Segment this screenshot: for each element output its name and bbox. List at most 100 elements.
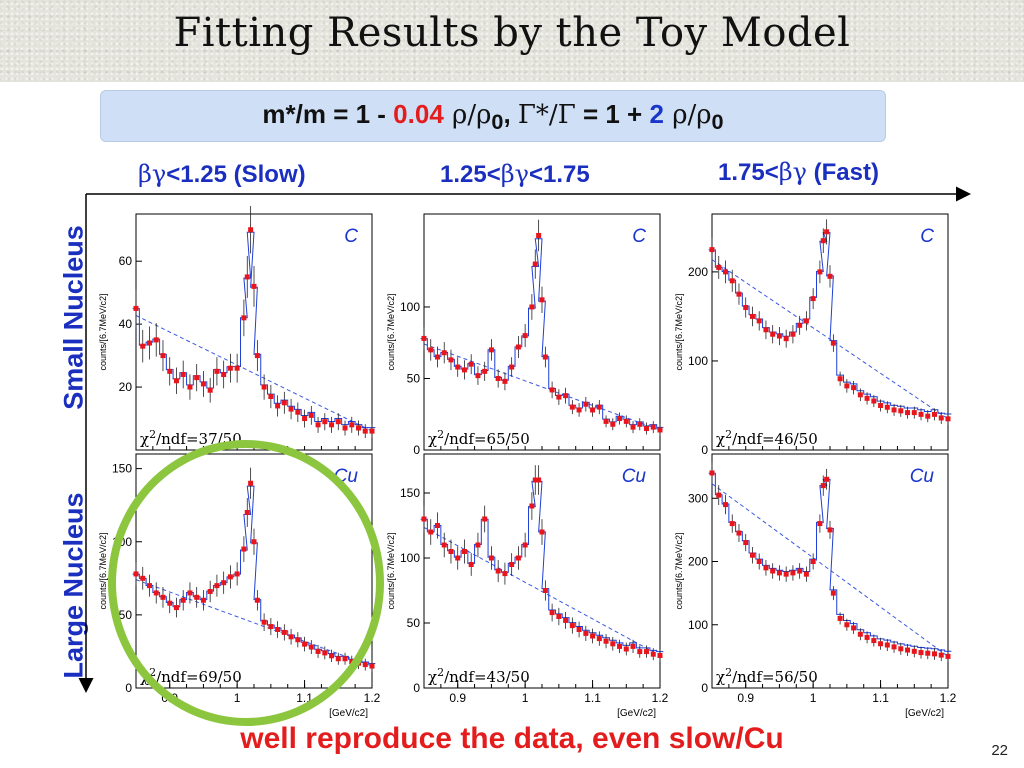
data-point — [295, 632, 301, 648]
data-point — [824, 468, 830, 490]
formula-width-ratio: Γ*/Γ — [517, 100, 576, 130]
data-point — [911, 406, 917, 419]
y-tick-label: 100 — [112, 535, 132, 549]
x-axis-unit: [GeV/c2] — [329, 708, 368, 719]
plot-frame — [423, 453, 661, 689]
data-point — [434, 512, 440, 539]
plot-panel-cu-medium: counts/[6.7MeV/c2] 0 50 100 150 0.9 1 1.1 1.2 [Ge… — [386, 453, 669, 719]
data-point — [522, 532, 528, 558]
formula-value-mass: 0.04 — [393, 99, 444, 129]
data-point — [428, 519, 434, 545]
data-point — [268, 618, 274, 636]
y-axis-label: counts/[6.7MeV/c2] — [674, 532, 684, 609]
y-tick-label: 200 — [688, 555, 708, 569]
y-tick-label: 0 — [125, 681, 132, 695]
formula: m*/m = 1 - 0.04 ρ/ρ0, Γ*/Γ = 1 + 2 ρ/ρ0 — [101, 99, 885, 135]
data-point — [830, 334, 836, 352]
data-point — [736, 283, 742, 305]
formula-sub-2: 0 — [711, 109, 724, 135]
data-point — [295, 402, 301, 423]
column-header-medium: 1.25<βγ<1.75 — [440, 160, 590, 189]
formula-value-width: 2 — [649, 99, 664, 129]
data-point — [756, 311, 762, 331]
data-point — [275, 395, 281, 417]
nucleus-label: C — [920, 226, 934, 247]
data-point — [905, 644, 911, 657]
data-point — [146, 326, 152, 360]
data-point — [905, 406, 911, 419]
data-point — [932, 408, 938, 421]
data-point — [820, 475, 826, 496]
data-point — [146, 574, 152, 597]
data-point — [369, 660, 375, 673]
data-point — [349, 416, 355, 433]
col-fast-prefix: 1.75< — [718, 159, 779, 186]
data-point — [549, 603, 555, 622]
y-axis-label: counts/[6.7MeV/c2] — [98, 293, 108, 370]
data-point — [167, 593, 173, 614]
data-point — [441, 532, 447, 558]
data-point — [783, 566, 789, 582]
x-tick-label: 1 — [810, 691, 817, 705]
data-point — [623, 642, 629, 656]
data-point — [502, 562, 508, 585]
title-band — [0, 0, 1024, 82]
col-med-prefix: 1.25< — [440, 161, 501, 188]
x-tick-label: 1.1 — [872, 691, 889, 705]
data-point — [736, 524, 742, 542]
data-point — [945, 412, 951, 425]
data-point — [187, 374, 193, 400]
data-point — [657, 423, 663, 436]
data-point — [563, 387, 569, 404]
data-point — [918, 408, 924, 421]
data-point — [729, 269, 735, 292]
data-point — [241, 299, 247, 337]
data-point — [925, 410, 931, 423]
data-point — [898, 642, 904, 655]
x-tick-label: 1 — [522, 691, 529, 705]
data-point — [268, 384, 274, 409]
data-point — [817, 514, 823, 533]
data-point — [362, 658, 368, 671]
data-point — [716, 255, 722, 279]
data-point — [509, 553, 515, 576]
data-point — [644, 422, 650, 435]
plot-frame — [135, 213, 373, 451]
background-fit-line — [423, 527, 661, 656]
column-header-fast: 1.75<βγ (Fast) — [718, 158, 879, 187]
data-point — [315, 416, 321, 433]
data-point — [221, 571, 227, 594]
y-tick-label: 50 — [119, 608, 133, 622]
y-tick-label: 100 — [688, 618, 708, 632]
data-point — [221, 360, 227, 389]
chi2-label: χ2/ndf=69/50 — [140, 666, 242, 686]
data-point — [776, 326, 782, 346]
data-point — [770, 563, 776, 579]
x-tick-label: 1.2 — [652, 691, 669, 705]
data-point — [448, 349, 454, 371]
data-point — [763, 559, 769, 576]
data-point — [716, 485, 722, 506]
data-point — [824, 219, 830, 245]
data-point — [428, 339, 434, 361]
data-point — [461, 539, 467, 564]
data-point — [214, 574, 220, 597]
data-point — [153, 582, 159, 604]
data-point — [180, 360, 186, 389]
data-point — [515, 546, 521, 570]
x-tick-label: 0.9 — [449, 691, 466, 705]
data-point — [302, 636, 308, 652]
nucleus-label: C — [344, 226, 358, 247]
col-fast-text: (Fast) — [806, 159, 879, 186]
data-point — [133, 562, 139, 586]
chi2-label: χ2/ndf=46/50 — [716, 428, 818, 448]
data-point — [837, 612, 843, 625]
data-point — [729, 514, 735, 533]
formula-density-ratio-2: ρ/ρ — [663, 100, 712, 130]
data-point — [509, 357, 515, 377]
data-point — [281, 391, 287, 414]
data-point — [441, 342, 447, 364]
data-point — [160, 586, 166, 608]
data-point — [461, 360, 467, 380]
data-point — [749, 546, 755, 564]
